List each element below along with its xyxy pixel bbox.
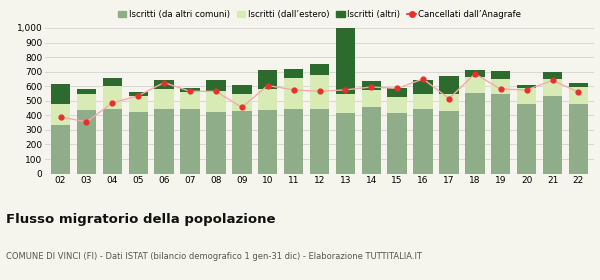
Bar xyxy=(181,109,200,174)
Point xyxy=(392,86,402,91)
Bar xyxy=(569,104,588,174)
Bar xyxy=(543,72,562,79)
Point xyxy=(160,80,169,85)
Bar xyxy=(181,92,200,109)
Bar xyxy=(362,107,381,174)
Bar xyxy=(128,112,148,174)
Bar xyxy=(543,79,562,96)
Bar xyxy=(154,109,174,174)
Point xyxy=(367,85,376,89)
Text: Flusso migratorio della popolazione: Flusso migratorio della popolazione xyxy=(6,213,275,226)
Point xyxy=(522,88,532,92)
Bar xyxy=(465,77,485,93)
Bar xyxy=(413,109,433,174)
Bar xyxy=(362,81,381,90)
Bar xyxy=(284,78,304,109)
Bar xyxy=(335,0,355,94)
Bar xyxy=(181,88,200,92)
Point xyxy=(574,90,583,94)
Bar xyxy=(310,64,329,74)
Bar xyxy=(154,80,174,89)
Bar xyxy=(439,94,458,111)
Bar xyxy=(258,109,277,174)
Bar xyxy=(569,87,588,104)
Bar xyxy=(335,94,355,113)
Bar xyxy=(388,113,407,174)
Bar xyxy=(413,80,433,94)
Bar xyxy=(206,112,226,174)
Point xyxy=(418,77,428,81)
Bar xyxy=(154,89,174,109)
Bar xyxy=(491,94,511,174)
Bar xyxy=(51,84,70,104)
Bar xyxy=(51,104,70,125)
Point xyxy=(185,89,195,94)
Bar xyxy=(491,79,511,94)
Point xyxy=(56,115,65,119)
Bar xyxy=(439,111,458,174)
Bar xyxy=(388,88,407,97)
Point xyxy=(341,88,350,92)
Text: COMUNE DI VINCI (FI) - Dati ISTAT (bilancio demografico 1 gen-31 dic) - Elaboraz: COMUNE DI VINCI (FI) - Dati ISTAT (bilan… xyxy=(6,252,422,261)
Bar xyxy=(206,91,226,112)
Point xyxy=(548,78,557,83)
Bar xyxy=(284,69,304,78)
Bar xyxy=(543,96,562,174)
Bar xyxy=(206,80,226,91)
Bar xyxy=(258,89,277,109)
Bar xyxy=(413,94,433,109)
Bar xyxy=(388,97,407,113)
Bar xyxy=(258,70,277,89)
Point xyxy=(107,101,117,105)
Bar xyxy=(465,93,485,174)
Bar xyxy=(128,96,148,112)
Bar xyxy=(335,113,355,174)
Bar xyxy=(517,88,536,104)
Point xyxy=(211,89,221,94)
Bar xyxy=(232,111,251,174)
Bar xyxy=(569,83,588,87)
Point xyxy=(133,94,143,98)
Bar xyxy=(103,109,122,174)
Legend: Iscritti (da altri comuni), Iscritti (dall’estero), Iscritti (altri), Cancellati: Iscritti (da altri comuni), Iscritti (da… xyxy=(114,6,525,22)
Bar xyxy=(232,94,251,111)
Bar xyxy=(362,90,381,107)
Point xyxy=(263,83,272,88)
Bar xyxy=(517,104,536,174)
Point xyxy=(444,96,454,101)
Bar xyxy=(284,109,304,174)
Point xyxy=(496,87,506,91)
Bar xyxy=(77,94,96,110)
Bar xyxy=(51,125,70,174)
Bar xyxy=(310,109,329,174)
Point xyxy=(289,88,298,92)
Bar xyxy=(77,89,96,94)
Point xyxy=(82,120,91,124)
Bar xyxy=(491,71,511,79)
Bar xyxy=(310,74,329,109)
Point xyxy=(470,72,479,76)
Bar xyxy=(103,86,122,109)
Bar xyxy=(439,76,458,94)
Bar xyxy=(77,110,96,174)
Bar xyxy=(517,85,536,88)
Point xyxy=(237,105,247,109)
Bar xyxy=(128,92,148,96)
Point xyxy=(315,89,325,94)
Bar xyxy=(232,85,251,94)
Bar xyxy=(465,70,485,77)
Bar xyxy=(103,78,122,86)
